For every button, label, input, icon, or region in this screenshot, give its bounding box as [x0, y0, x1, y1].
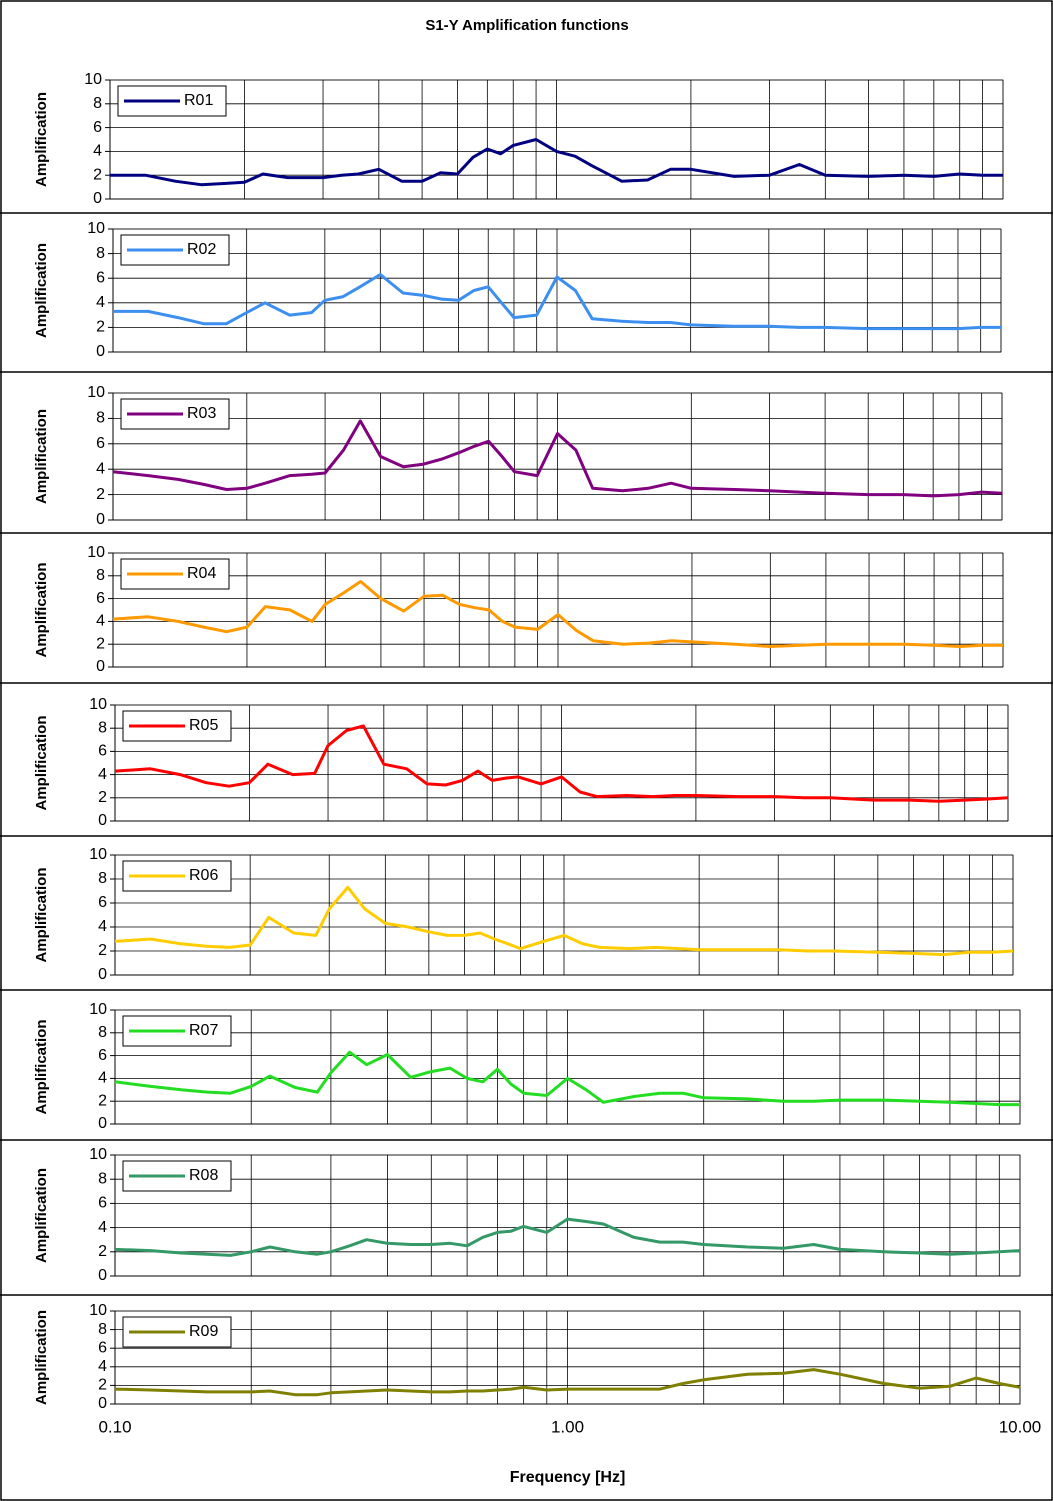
y-tick-label: 0 — [98, 1395, 107, 1412]
y-axis-label: Amplification — [33, 715, 50, 810]
y-tick-label: 0 — [96, 658, 105, 675]
y-tick-label: 8 — [98, 870, 107, 887]
y-tick-label: 4 — [96, 613, 105, 630]
y-tick-label: 10 — [89, 1001, 107, 1018]
y-tick-label: 6 — [96, 590, 105, 607]
y-axis-label: Amplification — [33, 867, 50, 962]
y-tick-label: 6 — [98, 743, 107, 760]
legend-label: R08 — [189, 1167, 218, 1184]
legend-label: R09 — [189, 1323, 218, 1340]
y-tick-label: 2 — [93, 166, 102, 183]
y-tick-label: 0 — [98, 1115, 107, 1132]
y-tick-label: 10 — [87, 220, 105, 237]
legend-label: R05 — [189, 717, 218, 734]
y-tick-label: 8 — [96, 410, 105, 427]
x-axis-label: Frequency [Hz] — [510, 1469, 626, 1486]
y-axis-label: Amplification — [33, 1168, 50, 1263]
panel: 0 2 4 6 8 10 Amplification R05 — [33, 696, 1009, 829]
y-axis-label: Amplification — [33, 1019, 50, 1114]
y-axis-label: Amplification — [33, 1310, 50, 1405]
y-tick-label: 8 — [98, 1170, 107, 1187]
y-tick-label: 4 — [98, 918, 107, 935]
panel: 02 4 68 10 Amplification Frequency [Hz] 0.10 1.… — [33, 1302, 1041, 1486]
y-tick-label: 4 — [98, 1219, 107, 1236]
y-tick-label: 4 — [98, 766, 107, 783]
series-line — [112, 580, 1003, 648]
panel: 0 2 4 6 8 10 Amplification R07 — [33, 1001, 1021, 1132]
y-tick-label: 0 — [98, 966, 107, 983]
y-tick-label: 6 — [98, 1195, 107, 1212]
y-tick-label: 10 — [89, 1302, 107, 1319]
series-line — [113, 273, 1001, 331]
y-tick-label: 10 — [84, 71, 102, 88]
y-tick-label: 8 — [98, 1024, 107, 1041]
y-tick-label: 10 — [89, 696, 107, 713]
panel: 0 2 4 6 8 10 Amplification R03 — [33, 384, 1003, 528]
y-tick-label: 8 — [98, 719, 107, 736]
panel: 0 2 4 6 8 10 Amplification R06 — [33, 846, 1014, 983]
series-line — [114, 1050, 1020, 1107]
y-tick-label: 2 — [98, 789, 107, 806]
y-axis-label: Amplification — [33, 409, 50, 504]
y-tick-label: 6 — [96, 269, 105, 286]
series-line — [114, 885, 1014, 957]
y-tick-label: 10 — [87, 384, 105, 401]
y-tick-label: 0 — [96, 343, 105, 360]
legend-label: R02 — [187, 241, 216, 258]
series-line — [110, 138, 1003, 187]
series-line — [114, 724, 1009, 803]
y-tick-label: 8 — [96, 245, 105, 262]
x-tick-label: 0.10 — [98, 1417, 131, 1436]
y-tick-label: 4 — [98, 1070, 107, 1087]
y-tick-label: 8 — [98, 1321, 107, 1338]
x-tick-label: 10.00 — [999, 1417, 1042, 1436]
y-tick-label: 0 — [96, 511, 105, 528]
legend-label: R07 — [189, 1022, 218, 1039]
y-tick-label: 6 — [98, 894, 107, 911]
chart-title: S1-Y Amplification functions — [425, 17, 628, 34]
y-tick-label: 2 — [98, 1243, 107, 1260]
y-tick-label: 6 — [96, 435, 105, 452]
y-tick-label: 2 — [96, 319, 105, 336]
y-tick-label: 2 — [96, 635, 105, 652]
series-line — [114, 1217, 1021, 1257]
y-tick-label: 4 — [96, 294, 105, 311]
panel: 0 2 4 6 8 10 Amplification S1-Y Amplification f… — [33, 17, 1004, 207]
legend-label: R06 — [189, 867, 218, 884]
y-tick-label: 0 — [93, 190, 102, 207]
y-axis-label: Amplification — [33, 562, 50, 657]
y-tick-label: 2 — [98, 1092, 107, 1109]
panel: 0 2 4 6 8 10 Amplification R02 — [33, 220, 1002, 360]
legend-label: R01 — [184, 92, 213, 109]
legend-label: R04 — [187, 565, 216, 582]
y-tick-label: 6 — [93, 119, 102, 136]
series-line — [114, 1368, 1021, 1397]
y-tick-label: 2 — [98, 1377, 107, 1394]
y-axis-label: Amplification — [33, 92, 50, 187]
y-tick-label: 6 — [98, 1339, 107, 1356]
y-tick-label: 6 — [98, 1047, 107, 1064]
y-tick-label: 4 — [96, 460, 105, 477]
y-tick-label: 8 — [93, 95, 102, 112]
legend-label: R03 — [187, 405, 216, 422]
panel: 0 2 4 6 8 10 Amplification R04 — [33, 544, 1004, 675]
x-tick-label: 1.00 — [551, 1417, 584, 1436]
y-tick-label: 2 — [96, 486, 105, 503]
y-tick-label: 4 — [93, 143, 102, 160]
y-tick-label: 10 — [89, 1146, 107, 1163]
y-tick-label: 10 — [87, 544, 105, 561]
y-tick-label: 2 — [98, 942, 107, 959]
panel: 0 2 4 6 8 10 Amplification R08 — [33, 1146, 1021, 1284]
y-axis-label: Amplification — [33, 243, 50, 338]
y-tick-label: 0 — [98, 812, 107, 829]
y-tick-label: 0 — [98, 1267, 107, 1284]
series-line — [112, 419, 1003, 498]
y-tick-label: 4 — [98, 1358, 107, 1375]
y-tick-label: 10 — [89, 846, 107, 863]
y-tick-label: 8 — [96, 567, 105, 584]
